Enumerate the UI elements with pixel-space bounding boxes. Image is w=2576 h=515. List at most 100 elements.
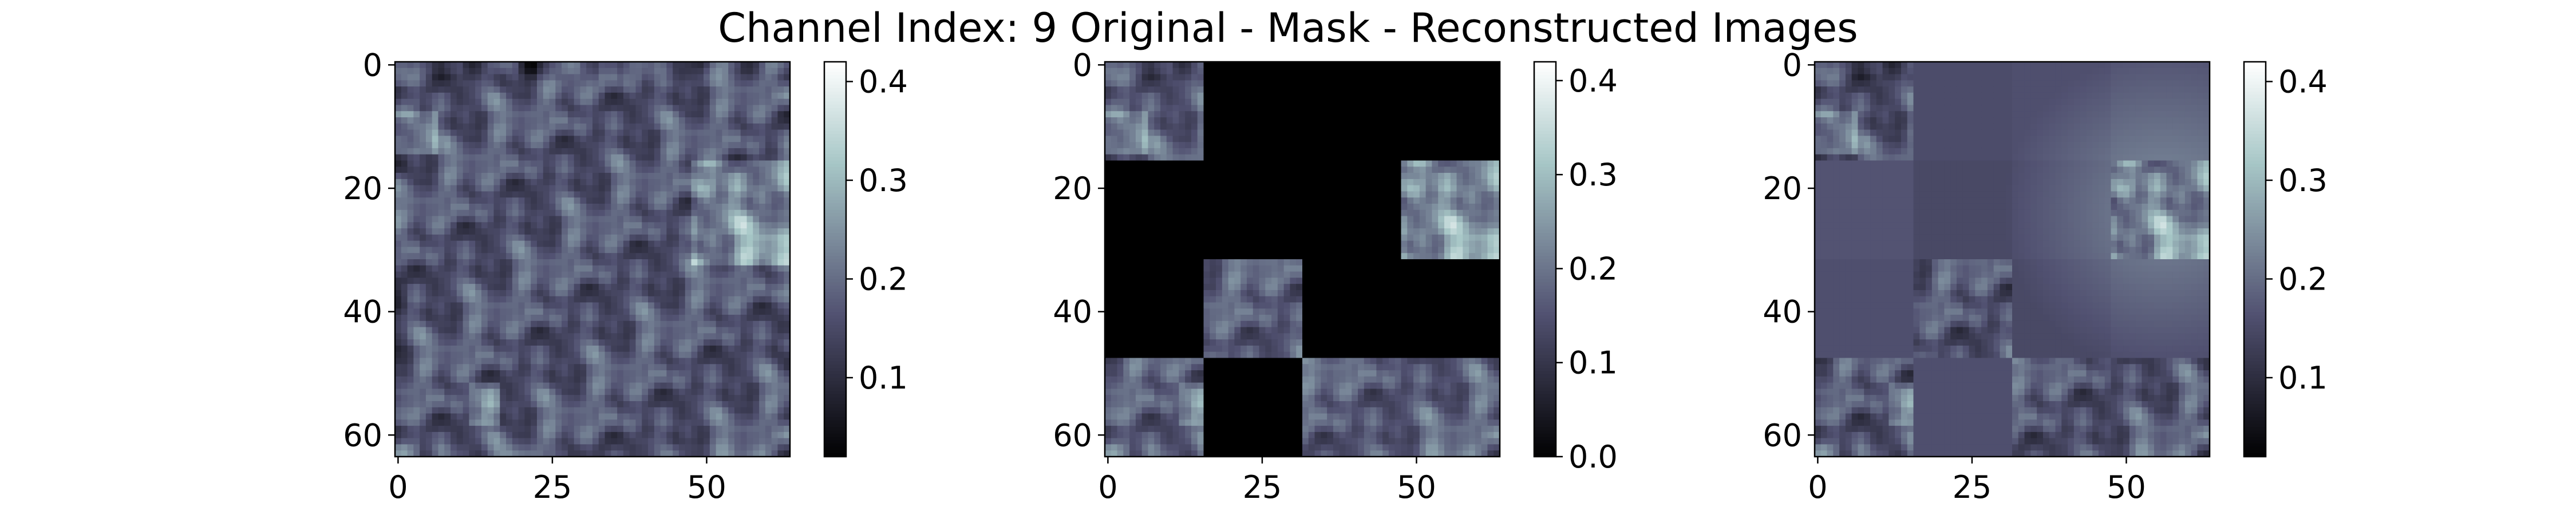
heatmap-cell — [481, 346, 488, 352]
heatmap-cell — [635, 247, 642, 253]
heatmap-cell — [777, 216, 784, 223]
heatmap-cell — [524, 407, 531, 414]
heatmap-cell — [457, 210, 463, 216]
heatmap-cell — [716, 68, 722, 74]
heatmap-cell — [1160, 74, 1167, 81]
heatmap-cell — [451, 414, 457, 420]
heatmap-cell — [438, 173, 444, 179]
heatmap-cell — [574, 117, 580, 124]
heatmap-cell — [506, 148, 512, 154]
heatmap-cell — [710, 111, 716, 117]
heatmap-cell — [716, 395, 722, 401]
heatmap-cell — [599, 438, 605, 445]
heatmap-cell — [475, 99, 481, 105]
heatmap-cell — [648, 80, 654, 86]
heatmap-cell — [519, 210, 525, 216]
heatmap-cell — [642, 235, 648, 241]
heatmap-cell — [710, 228, 716, 235]
heatmap-cell — [1191, 62, 1198, 68]
heatmap-cell — [704, 278, 710, 284]
heatmap-cell — [728, 296, 734, 303]
heatmap-cell — [1432, 68, 1438, 74]
heatmap-cell — [692, 179, 698, 185]
heatmap-cell — [494, 62, 500, 68]
heatmap-cell — [747, 216, 753, 223]
colorbar-segment — [824, 365, 846, 369]
heatmap-cell — [611, 352, 617, 358]
heatmap-cell — [611, 68, 617, 74]
heatmap-cell — [630, 315, 636, 321]
heatmap-cell — [574, 136, 580, 142]
heatmap-cell — [673, 228, 679, 235]
heatmap-cell — [562, 383, 568, 389]
heatmap-cell — [500, 241, 506, 247]
heatmap-cell — [457, 395, 463, 401]
heatmap-cell — [772, 253, 778, 259]
heatmap-cell — [679, 235, 685, 241]
heatmap-cell — [661, 161, 667, 167]
heatmap-cell — [592, 99, 599, 105]
heatmap-cell — [623, 370, 630, 377]
heatmap-cell — [432, 272, 438, 278]
heatmap-cell — [772, 315, 778, 321]
heatmap-cell — [426, 352, 432, 358]
heatmap-cell — [734, 216, 741, 223]
heatmap-cell — [506, 222, 512, 228]
heatmap-cell — [654, 364, 661, 370]
heatmap-cell — [438, 68, 444, 74]
heatmap-cell — [444, 167, 451, 173]
heatmap-cell — [692, 278, 698, 284]
heatmap-cell — [1309, 86, 1315, 93]
heatmap-cell — [765, 222, 772, 228]
heatmap-cell — [777, 62, 784, 68]
heatmap-cell — [426, 154, 432, 161]
heatmap-cell — [1204, 74, 1210, 81]
heatmap-cell — [772, 333, 778, 339]
heatmap-cell — [550, 173, 556, 179]
heatmap-cell — [654, 315, 661, 321]
heatmap-cell — [481, 216, 488, 223]
heatmap-cell — [457, 315, 463, 321]
heatmap-cell — [463, 284, 469, 290]
heatmap-cell — [617, 438, 623, 445]
heatmap-cell — [444, 191, 451, 197]
heatmap-cell — [537, 105, 543, 111]
colorbar-segment — [824, 243, 846, 247]
heatmap-cell — [395, 370, 401, 377]
heatmap-cell — [623, 68, 630, 74]
heatmap-cell — [661, 93, 667, 99]
heatmap-cell — [463, 266, 469, 272]
heatmap-cell — [599, 414, 605, 420]
heatmap-cell — [623, 438, 630, 445]
heatmap-cell — [519, 185, 525, 192]
heatmap-cell — [654, 68, 661, 74]
heatmap-cell — [451, 419, 457, 426]
heatmap-cell — [734, 278, 741, 284]
heatmap-cell — [413, 315, 420, 321]
heatmap-cell — [617, 173, 623, 179]
heatmap-cell — [1382, 80, 1389, 86]
heatmap-cell — [599, 105, 605, 111]
heatmap-cell — [734, 333, 741, 339]
heatmap-cell — [704, 272, 710, 278]
heatmap-cell — [1222, 80, 1228, 86]
heatmap-cell — [420, 222, 426, 228]
heatmap-cell — [512, 419, 519, 426]
heatmap-cell — [654, 111, 661, 117]
heatmap-cell — [611, 99, 617, 105]
heatmap-cell — [617, 266, 623, 272]
heatmap-cell — [599, 321, 605, 327]
heatmap-cell — [734, 86, 741, 93]
heatmap-cell — [524, 191, 531, 197]
heatmap-cell — [562, 222, 568, 228]
colorbar-segment — [824, 184, 846, 188]
heatmap-cell — [642, 197, 648, 204]
heatmap-cell — [512, 352, 519, 358]
heatmap-cell — [395, 154, 401, 161]
heatmap-cell — [586, 161, 592, 167]
heatmap-cell — [704, 346, 710, 352]
heatmap-cell — [413, 302, 420, 308]
heatmap-cell — [673, 185, 679, 192]
heatmap-cell — [1105, 62, 1111, 68]
heatmap-cell — [685, 216, 692, 223]
